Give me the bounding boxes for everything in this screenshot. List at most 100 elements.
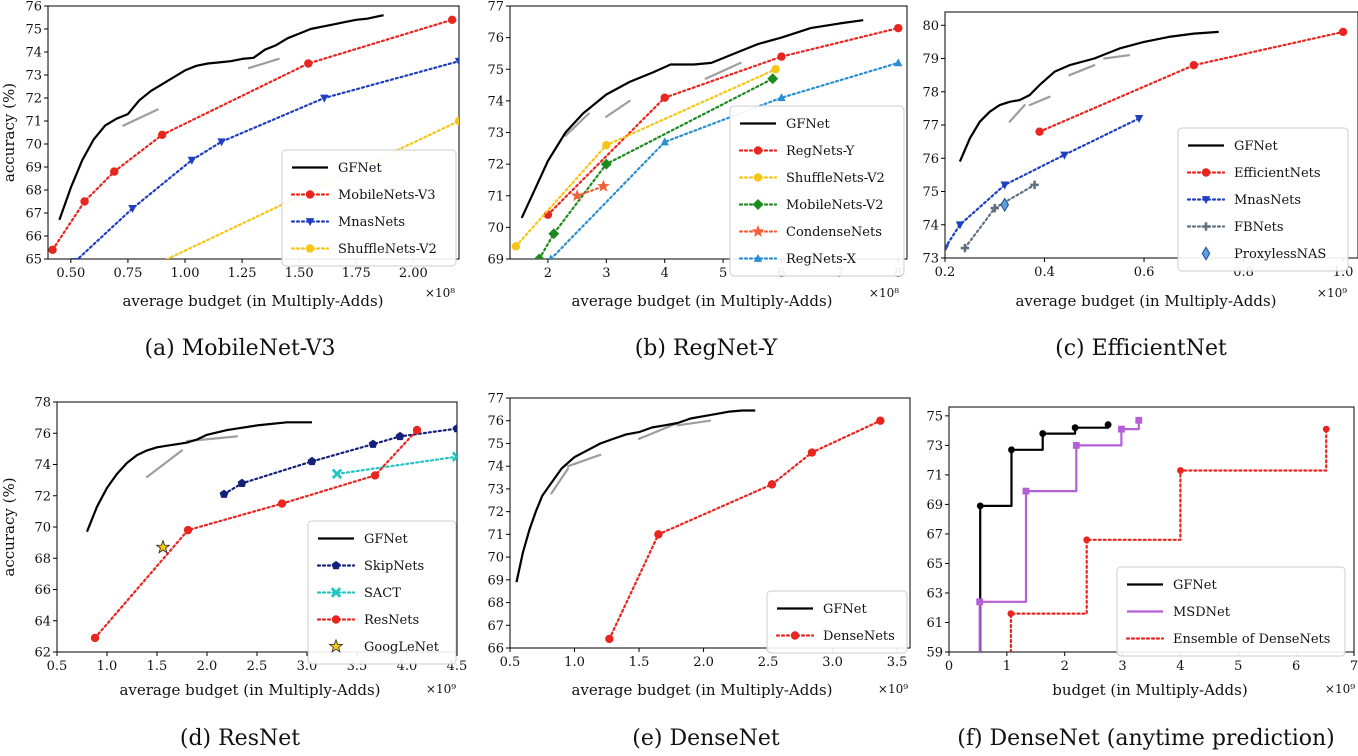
data-point <box>454 116 459 126</box>
data-point <box>71 257 80 259</box>
data-point <box>412 425 422 435</box>
x-axis-multiplier: ×10⁹ <box>426 682 456 696</box>
data-point <box>183 525 193 535</box>
subfigure-caption: (d) ResNet <box>180 726 300 751</box>
y-tick-label: 79 <box>922 52 939 67</box>
series-gfnet <box>58 14 384 221</box>
plot-frame <box>509 397 911 649</box>
data-point <box>304 59 313 68</box>
series-line <box>58 14 384 221</box>
x-axis-multiplier: ×10⁹ <box>1325 682 1355 696</box>
x-tick-label: 2.0 <box>693 655 714 670</box>
data-point <box>876 416 885 425</box>
y-tick-label: 73 <box>926 439 943 454</box>
y-tick-label: 70 <box>487 221 504 236</box>
data-point <box>1008 446 1015 454</box>
y-tick-label: 75 <box>926 409 943 424</box>
y-tick-label: 70 <box>34 521 51 536</box>
data-point <box>454 57 459 66</box>
y-tick-label: 65 <box>926 557 943 572</box>
y-tick-label: 74 <box>922 218 939 233</box>
legend-label: GFNet <box>1234 139 1278 154</box>
series-gfnet <box>520 19 864 219</box>
data-point <box>1039 430 1047 437</box>
data-point <box>600 158 612 170</box>
y-tick-label: 77 <box>487 392 504 407</box>
series-skipnets <box>219 423 457 498</box>
data-point <box>219 489 229 498</box>
legend-label: ShuffleNets-V2 <box>786 171 885 186</box>
legend-marker <box>753 253 763 262</box>
y-tick-label: 71 <box>926 468 943 483</box>
legend-marker <box>752 199 764 210</box>
y-tick-label: 69 <box>25 161 42 176</box>
legend-label: Ensemble of DenseNets <box>1173 632 1330 647</box>
legend-marker <box>330 587 342 598</box>
series-line <box>76 60 459 259</box>
legend-label: MSDNet <box>1173 605 1231 620</box>
x-tick-label: 1.0 <box>97 659 118 674</box>
data-point <box>1035 127 1044 136</box>
y-tick-label: 70 <box>487 551 504 566</box>
x-tick-label: 5 <box>1234 659 1242 674</box>
legend-label: CondenseNets <box>786 225 882 240</box>
data-point <box>660 93 669 102</box>
series-line <box>963 183 1036 250</box>
plot-area <box>976 416 1330 652</box>
series-ensemble-of-densenets <box>1007 425 1330 652</box>
grey-segment <box>247 57 280 70</box>
data-point <box>1135 416 1143 424</box>
data-point <box>1118 425 1125 433</box>
y-tick-label: 69 <box>487 253 504 268</box>
data-point <box>157 130 167 139</box>
chart-e: 0.5 1.0 1.5 2.0 2.5 3.0 3.5 66 67 68 69 70 71 72 73 74 7… <box>487 392 911 751</box>
legend-marker <box>305 218 315 227</box>
grey-segment <box>676 419 712 427</box>
series-densenets <box>605 416 885 644</box>
y-tick-label: 73 <box>25 69 42 84</box>
series-line <box>1009 428 1328 652</box>
x-axis-label: average budget (in Multiply-Adds) <box>122 292 383 310</box>
legend-label: EfficientNets <box>1234 166 1321 181</box>
y-tick-label: 75 <box>25 23 42 38</box>
subfigure-caption: (e) DenseNet <box>632 726 780 751</box>
y-tick-label: 75 <box>922 185 939 200</box>
data-point <box>451 451 457 462</box>
data-point <box>767 73 779 85</box>
data-point <box>1071 424 1079 432</box>
grey-segment <box>605 99 631 118</box>
data-point <box>570 189 584 202</box>
series-line <box>51 18 454 251</box>
x-tick-label: 0.75 <box>113 266 142 281</box>
data-point <box>777 52 786 61</box>
x-tick-label: 0.4 <box>1034 265 1055 280</box>
x-tick-label: 1.5 <box>147 659 168 674</box>
legend-box <box>281 149 457 267</box>
series-regnets-x <box>548 58 903 259</box>
x-tick-label: 1.25 <box>228 266 257 281</box>
data-point <box>1083 536 1091 544</box>
y-tick-label: 72 <box>487 505 504 520</box>
legend: GFNet MobileNets-V3 MnasNets ShuffleNets-V2 <box>281 149 457 267</box>
y-tick-label: 76 <box>487 31 504 46</box>
series-line <box>85 421 312 533</box>
plot-area <box>945 27 1348 253</box>
y-tick-label: 75 <box>487 437 504 452</box>
x-tick-label: 3.0 <box>822 655 843 670</box>
legend-box <box>1177 127 1349 272</box>
legend: GFNet DenseNets <box>766 590 908 654</box>
data-point <box>1060 151 1069 160</box>
series-efficientnets <box>1035 27 1348 136</box>
series-line <box>520 19 864 219</box>
grey-segment <box>704 61 742 80</box>
legend-box <box>729 105 905 277</box>
x-tick-label: 4 <box>1176 659 1184 674</box>
data-point <box>217 138 226 147</box>
y-tick-label: 77 <box>487 0 504 15</box>
legend-label: MnasNets <box>1234 193 1301 208</box>
y-tick-label: 64 <box>34 614 51 629</box>
grey-segment <box>550 467 570 495</box>
legend-label: GoogLeNet <box>364 640 440 655</box>
grey-segment <box>566 453 602 468</box>
